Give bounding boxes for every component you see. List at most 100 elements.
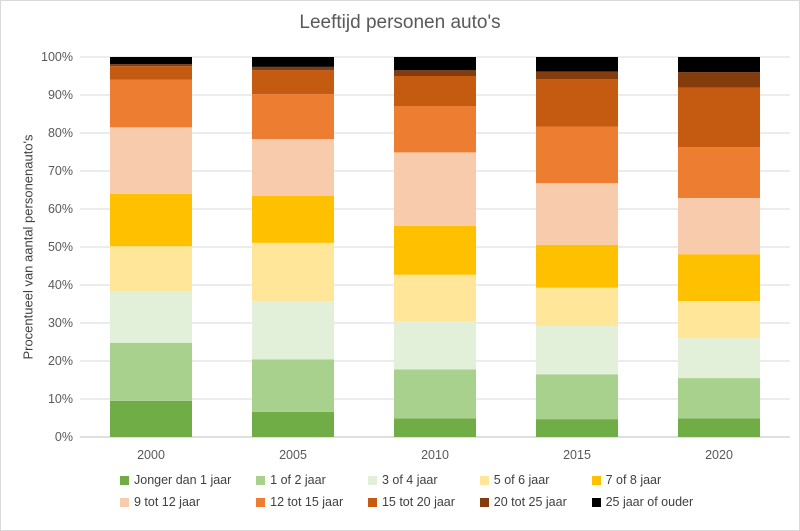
bar-segment bbox=[536, 57, 618, 72]
x-tick-label: 2020 bbox=[705, 448, 733, 462]
bar-segment bbox=[252, 195, 334, 243]
legend-item: 7 of 8 jaar bbox=[591, 473, 700, 487]
bar-segment bbox=[394, 106, 476, 153]
bar-segment bbox=[394, 152, 476, 226]
bar-segment bbox=[536, 326, 618, 375]
bar-segment bbox=[252, 139, 334, 196]
bar-segment bbox=[394, 321, 476, 370]
legend-label: 15 tot 20 jaar bbox=[381, 495, 455, 509]
legend-label: 1 of 2 jaar bbox=[270, 473, 326, 487]
bar-segment bbox=[110, 193, 192, 247]
legend-item: 9 tot 12 jaar bbox=[120, 495, 238, 509]
legend-item: 15 tot 20 jaar bbox=[367, 495, 462, 509]
bar-segment bbox=[678, 57, 760, 73]
legend-label: 3 of 4 jaar bbox=[381, 473, 438, 487]
legend-swatch bbox=[479, 497, 489, 507]
bar-segment bbox=[536, 287, 618, 327]
y-tick-label: 90% bbox=[48, 88, 73, 102]
bar-segment bbox=[536, 183, 618, 245]
legend-swatch bbox=[120, 497, 129, 507]
legend-item: 20 tot 25 jaar bbox=[479, 495, 574, 509]
legend-swatch bbox=[591, 497, 601, 507]
bar-segment bbox=[252, 66, 334, 71]
bar-segment bbox=[110, 79, 192, 128]
bar-segment bbox=[394, 418, 476, 437]
bar-segment bbox=[110, 127, 192, 194]
chart-title: Leeftijd personen auto's bbox=[299, 12, 501, 33]
y-axis-ticks: 0% 10% 20% 30% 40% 50% 60% 70% 80% 90% 100% bbox=[41, 50, 73, 444]
y-tick-label: 70% bbox=[48, 164, 73, 178]
y-tick-label: 80% bbox=[48, 126, 73, 140]
bar-segment bbox=[110, 291, 192, 343]
legend-item: 25 jaar of ouder bbox=[591, 495, 700, 509]
bar-segment bbox=[394, 369, 476, 419]
x-tick-label: 2010 bbox=[421, 448, 449, 462]
y-tick-label: 100% bbox=[41, 50, 73, 64]
bar-segment bbox=[536, 244, 618, 288]
bar-segment bbox=[110, 342, 192, 401]
bar-segment bbox=[678, 378, 760, 419]
bar-segment bbox=[110, 57, 192, 65]
bar-segment bbox=[110, 66, 192, 80]
bar-segment bbox=[536, 79, 618, 127]
legend-item: 5 of 6 jaar bbox=[479, 473, 574, 487]
legend: Jonger dan 1 jaar 1 of 2 jaar 3 of 4 jaar 5… bbox=[120, 473, 700, 509]
bar-segment bbox=[678, 254, 760, 301]
legend-swatch bbox=[367, 475, 377, 485]
legend-label: 12 tot 15 jaar bbox=[270, 495, 344, 509]
x-tick-label: 2015 bbox=[563, 448, 591, 462]
bar-segment bbox=[678, 300, 760, 339]
legend-label: 25 jaar of ouder bbox=[605, 495, 694, 509]
legend-item: 12 tot 15 jaar bbox=[256, 495, 350, 509]
bar-segment bbox=[252, 70, 334, 95]
legend-swatch bbox=[256, 497, 266, 507]
bar-segment bbox=[252, 94, 334, 140]
bar-segment bbox=[394, 225, 476, 275]
bar-segment bbox=[110, 246, 192, 292]
legend-label: 5 of 6 jaar bbox=[493, 473, 550, 487]
bar-segment bbox=[252, 359, 334, 412]
bar-segment bbox=[536, 374, 618, 420]
legend-swatch bbox=[256, 475, 266, 485]
legend-item: 1 of 2 jaar bbox=[256, 473, 350, 487]
bar-segment bbox=[394, 274, 476, 322]
bar-segment bbox=[678, 338, 760, 379]
y-tick-label: 0% bbox=[55, 430, 73, 444]
bar-segment bbox=[252, 301, 334, 360]
legend-label: 9 tot 12 jaar bbox=[134, 495, 201, 509]
bar-segment bbox=[394, 70, 476, 76]
bar-segment bbox=[678, 72, 760, 88]
bar-segment bbox=[110, 400, 192, 437]
legend-item: Jonger dan 1 jaar bbox=[120, 473, 238, 487]
bar-segment bbox=[252, 57, 334, 67]
x-tick-label: 2005 bbox=[279, 448, 307, 462]
bar-segment bbox=[678, 418, 760, 437]
x-axis-ticks: 2000 2005 2010 2015 2020 bbox=[137, 448, 733, 462]
y-tick-label: 30% bbox=[48, 316, 73, 330]
bar-segment bbox=[536, 419, 618, 437]
legend-item: 3 of 4 jaar bbox=[367, 473, 462, 487]
bar-segment bbox=[678, 87, 760, 148]
legend-swatch bbox=[479, 475, 489, 485]
y-tick-label: 50% bbox=[48, 240, 73, 254]
y-tick-label: 60% bbox=[48, 202, 73, 216]
y-tick-label: 20% bbox=[48, 354, 73, 368]
legend-swatch bbox=[367, 497, 377, 507]
bar-segment bbox=[252, 242, 334, 302]
bar-segment bbox=[110, 64, 192, 67]
legend-label: 7 of 8 jaar bbox=[605, 473, 662, 487]
y-tick-label: 10% bbox=[48, 392, 73, 406]
bar-segment bbox=[536, 126, 618, 184]
bar-segment bbox=[678, 147, 760, 198]
bar-segment bbox=[252, 411, 334, 437]
legend-label: Jonger dan 1 jaar bbox=[134, 473, 232, 487]
y-tick-label: 40% bbox=[48, 278, 73, 292]
bar-segment bbox=[394, 76, 476, 107]
bar-stacks bbox=[110, 57, 760, 437]
bar-segment bbox=[394, 57, 476, 71]
bar-segment bbox=[536, 71, 618, 80]
legend-label: 20 tot 25 jaar bbox=[493, 495, 567, 509]
legend-swatch bbox=[120, 475, 129, 485]
x-tick-label: 2000 bbox=[137, 448, 165, 462]
